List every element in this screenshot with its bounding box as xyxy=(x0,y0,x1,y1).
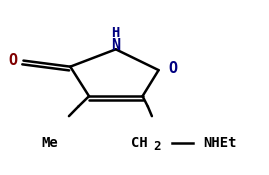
Text: NHEt: NHEt xyxy=(203,136,237,150)
Text: CH: CH xyxy=(132,136,148,150)
Text: O: O xyxy=(9,53,18,68)
Text: 2: 2 xyxy=(154,140,161,153)
Text: N: N xyxy=(111,38,120,53)
Text: O: O xyxy=(169,61,178,76)
Text: Me: Me xyxy=(42,136,59,150)
Text: H: H xyxy=(112,26,120,40)
